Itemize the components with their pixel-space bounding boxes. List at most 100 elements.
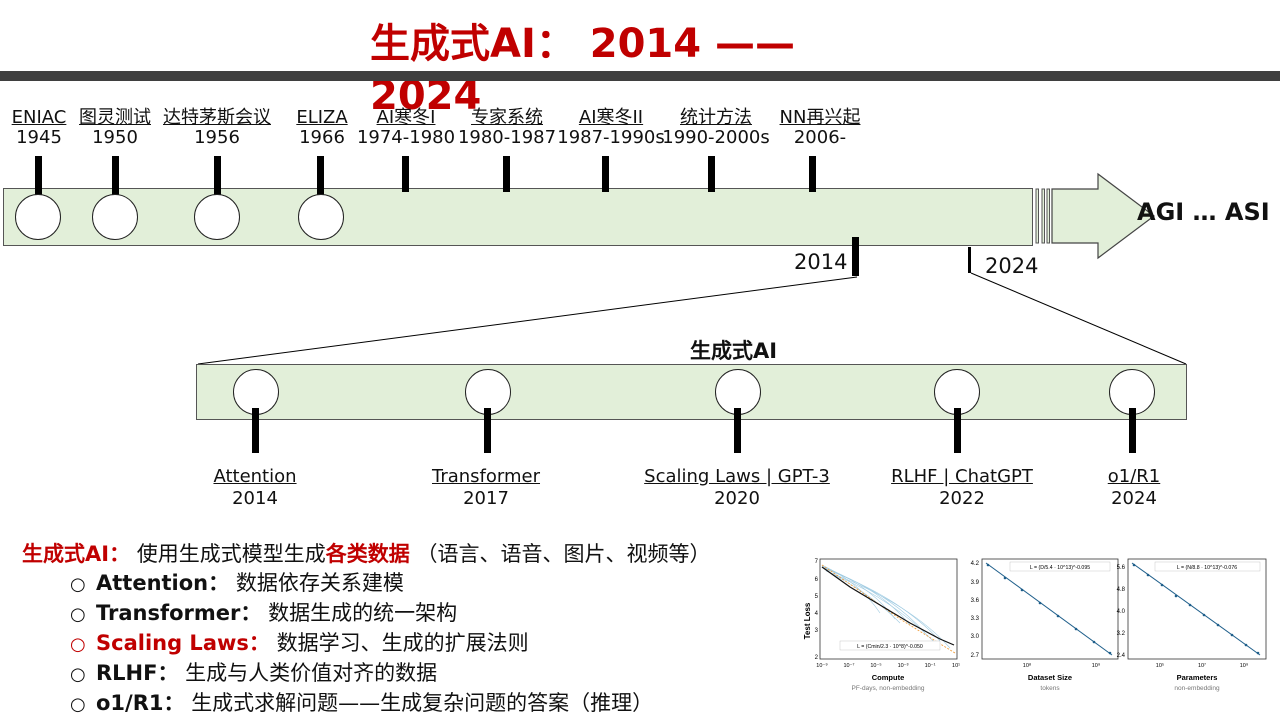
timeline-tick [402, 156, 409, 192]
timeline-label: 统计方法 1990-2000s [662, 108, 770, 148]
timeline-node [298, 194, 344, 240]
bullet-key: RLHF： [96, 661, 179, 685]
genai-tick [1129, 408, 1136, 453]
milestone-year: 2017 [463, 488, 509, 509]
parameters-panel: L = (N/8.8 · 10^13)^-0.076 5.6 4.8 4.0 3… [1117, 558, 1267, 692]
bullet-text: 数据学习、生成的扩展法则 [276, 631, 529, 655]
genai-milestone-label: o1/R1 2024 [1108, 466, 1161, 510]
timeline-year: 2006- [793, 127, 847, 148]
timeline-year: 1950 [92, 127, 138, 148]
bullet-text: 生成式求解问题——生成复杂问题的答案（推理） [191, 691, 654, 715]
compute-xlabel: Compute [872, 673, 905, 682]
compute-legend: L = (Cmin/2.3 · 10^8)^-0.050 [857, 644, 923, 650]
bullet-item: ○ RLHF： 生成与人类价值对齐的数据 [70, 659, 710, 689]
y-tick: 4.2 [971, 561, 980, 567]
timeline-tick [214, 156, 221, 196]
timeline-label: AI寒冬II 1987-1990s [557, 108, 665, 148]
timeline-label: 达特茅斯会议 1956 [163, 108, 271, 148]
marker-2014-tick [852, 237, 859, 276]
timeline-tick [35, 156, 42, 196]
genai-node [1109, 369, 1155, 415]
y-tick: 3 [815, 628, 819, 634]
timeline-year: 1974-1980 [356, 127, 456, 148]
agi-asi-label: AGI … ASI [1137, 198, 1270, 226]
title-divider-bar [0, 71, 1280, 81]
bullet-circle-icon: ○ [70, 694, 86, 715]
x-tick: 10⁻⁹ [816, 662, 827, 669]
y-tick: 3.6 [971, 598, 980, 604]
scaling-laws-figure: Test Loss L = (Cmin/2.3 · 10^8)^-0.050 7… [803, 558, 1267, 692]
bullet-lead-text-2: （语言、语音、图片、视频等） [416, 542, 711, 566]
y-tick: 4 [815, 611, 819, 617]
marker-2014-label: 2014 [794, 250, 848, 274]
genai-tick [252, 408, 259, 453]
parameters-sublabel: non-embedding [1174, 685, 1220, 692]
timeline-name: 统计方法 [680, 107, 752, 128]
x-tick: 10⁹ [1240, 662, 1248, 669]
y-tick: 7 [815, 559, 819, 565]
y-tick: 2.7 [971, 653, 980, 659]
future-arrow-icon [1035, 172, 1155, 260]
timeline-name: AI寒冬I [376, 107, 436, 128]
timeline-name: 达特茅斯会议 [163, 107, 271, 128]
timeline-year: 1966 [299, 127, 345, 148]
y-tick: 5.6 [1117, 565, 1126, 571]
timeline-year: 1956 [194, 127, 240, 148]
bullet-lead-emphasis: 各类数据 [325, 542, 410, 566]
bullet-lead-text: 使用生成式模型生成 [136, 542, 326, 566]
timeline-year: 1990-2000s [662, 127, 770, 148]
x-tick: 10⁷ [1198, 662, 1206, 669]
y-tick: 5 [815, 594, 819, 600]
timeline-name: NN再兴起 [779, 107, 861, 128]
genai-node [233, 369, 279, 415]
milestone-year: 2024 [1111, 488, 1157, 509]
x-tick: 10⁻⁷ [843, 662, 854, 669]
timeline-label: NN再兴起 2006- [780, 108, 861, 148]
timeline-name: 图灵测试 [79, 107, 151, 128]
bullet-text: 数据依存关系建模 [235, 571, 404, 595]
bullet-text: 数据生成的统一架构 [268, 601, 458, 625]
parameters-xlabel: Parameters [1177, 673, 1218, 682]
y-tick: 3.0 [971, 634, 980, 640]
marker-2024-tick [968, 247, 971, 273]
milestone-name: Scaling Laws | GPT-3 [644, 466, 830, 487]
timeline-tick [602, 156, 609, 192]
milestone-name: Attention [213, 466, 297, 487]
timeline-tick [112, 156, 119, 196]
genai-bullet-list: 生成式AI： 使用生成式模型生成各类数据 （语言、语音、图片、视频等） ○ Att… [22, 540, 710, 719]
bullet-text: 生成与人类价值对齐的数据 [185, 661, 438, 685]
y-tick: 4.0 [1117, 609, 1126, 615]
timeline-year: 1980-1987 [457, 127, 557, 148]
bullet-circle-icon: ○ [70, 604, 86, 625]
chart-ylabel: Test Loss [803, 602, 812, 639]
genai-timeline-band [196, 364, 1187, 420]
genai-node [934, 369, 980, 415]
milestone-year: 2020 [714, 488, 760, 509]
timeline-node [15, 194, 61, 240]
timeline-label: 图灵测试 1950 [79, 108, 151, 148]
dataset-legend: L = (D/5.4 · 10^13)^-0.095 [1030, 565, 1090, 571]
genai-milestone-label: Scaling Laws | GPT-3 2020 [644, 466, 830, 510]
history-timeline-band [3, 188, 1033, 246]
compute-panel: L = (Cmin/2.3 · 10^8)^-0.050 7 6 5 4 3 2… [815, 558, 960, 692]
milestone-name: Transformer [431, 466, 541, 487]
timeline-name: ELIZA [296, 107, 348, 128]
compute-sublabel: PF-days, non-embedding [852, 685, 925, 692]
timeline-tick [317, 156, 324, 196]
bullet-lead-key: 生成式AI： [22, 542, 131, 566]
timeline-label: AI寒冬I 1974-1980 [357, 108, 455, 148]
bullet-circle-icon: ○ [70, 664, 86, 685]
x-tick: 10⁻⁵ [870, 662, 881, 669]
timeline-year: 1987-1990s [557, 127, 665, 148]
x-tick: 10⁸ [1023, 662, 1031, 669]
timeline-name: ENIAC [11, 107, 67, 128]
timeline-name: 专家系统 [471, 107, 543, 128]
bullet-key: Transformer： [96, 601, 262, 625]
timeline-year: 1945 [16, 127, 62, 148]
bullet-key: Scaling Laws： [96, 631, 270, 655]
bullet-key: o1/R1： [96, 691, 185, 715]
y-tick: 2 [815, 655, 819, 661]
y-tick: 3.2 [1117, 631, 1126, 637]
timeline-tick [708, 156, 715, 192]
genai-milestone-label: Attention 2014 [213, 466, 296, 510]
